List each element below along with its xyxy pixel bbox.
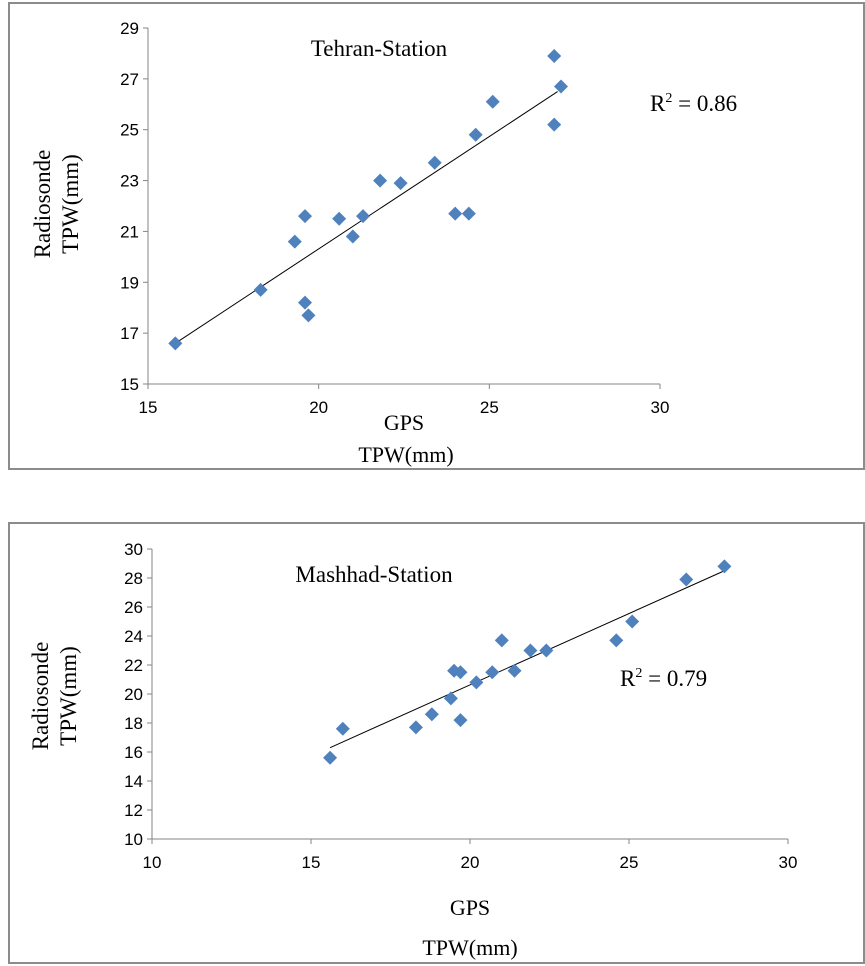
r2-superscript: 2 [665, 91, 672, 106]
r2-label: R [650, 91, 666, 116]
mashhad-data-point [424, 707, 439, 722]
mashhad-data-point [408, 720, 423, 735]
tehran-y-tick-label: 27 [120, 70, 139, 89]
mashhad-data-point [453, 665, 468, 680]
mashhad-x-tick-label: 10 [143, 853, 162, 872]
tehran-x-tick-label: 20 [309, 398, 328, 417]
mashhad-y-tick-label: 16 [124, 743, 143, 762]
tehran-x-tick-label: 25 [480, 398, 499, 417]
tehran-data-point [253, 282, 268, 297]
mashhad-trendline [329, 570, 725, 749]
tehran-y-tick-label: 19 [120, 273, 139, 292]
tehran-data-point [448, 206, 463, 221]
tehran-data-point [168, 336, 183, 351]
mashhad-y-tick-label: 18 [124, 714, 143, 733]
tehran-data-point [298, 209, 313, 224]
mashhad-r2-annotation: R2 = 0.79 [620, 666, 707, 691]
tehran-data-point [393, 176, 408, 191]
r2-label: R [620, 666, 636, 691]
mashhad-y-tick-label: 22 [124, 656, 143, 675]
tehran-data-point [485, 94, 500, 109]
r2-value: = 0.86 [672, 91, 737, 116]
tehran-data-point [356, 209, 371, 224]
tehran-data-point [373, 173, 388, 188]
mashhad-data-point [469, 675, 484, 690]
tehran-data-point [554, 79, 569, 94]
mashhad-chart-title: Mashhad-Station [295, 562, 453, 587]
mashhad-data-point [453, 713, 468, 728]
mashhad-scatter-chart: 10 12 14 16 18 20 22 24 26 28 30 10 15 20 25 30 Mashha… [28, 540, 798, 960]
tehran-y-tick-label: 21 [120, 222, 139, 241]
mashhad-data-point [679, 572, 694, 587]
tehran-data-point [301, 308, 316, 323]
tehran-data-point [298, 295, 313, 310]
mashhad-data-point [443, 691, 458, 706]
mashhad-y-axis-label-line1: Radiosonde [28, 642, 53, 751]
mashhad-y-tick-label: 26 [124, 598, 143, 617]
mashhad-chart-panel: 10 12 14 16 18 20 22 24 26 28 30 10 15 20 25 30 Mashha… [8, 522, 865, 964]
mashhad-x-axis-label-line2: TPW(mm) [422, 935, 517, 960]
mashhad-data-point [485, 665, 500, 680]
tehran-x-tick-label: 30 [651, 398, 670, 417]
tehran-scatter-chart: 15 17 19 21 23 25 27 29 15 20 25 30 Tehran-Station… [30, 19, 737, 467]
tehran-data-point [332, 211, 347, 226]
tehran-y-tick-label: 25 [120, 121, 139, 140]
tehran-y-tick-label: 23 [120, 172, 139, 191]
tehran-y-tick-label: 29 [120, 19, 139, 38]
mashhad-y-tick-label: 20 [124, 685, 143, 704]
tehran-y-tick-label: 15 [120, 375, 139, 394]
tehran-data-point [345, 229, 360, 244]
tehran-data-point [547, 117, 562, 132]
tehran-y-tick-label: 17 [120, 324, 139, 343]
tehran-r2-annotation: R2 = 0.86 [650, 91, 737, 116]
mashhad-data-point [523, 643, 538, 658]
mashhad-x-tick-label: 15 [302, 853, 321, 872]
tehran-x-tick-label: 15 [139, 398, 158, 417]
tehran-data-point [427, 155, 442, 170]
mashhad-data-point [323, 750, 338, 765]
mashhad-data-point [494, 633, 509, 648]
r2-superscript: 2 [635, 666, 642, 681]
mashhad-data-point [507, 663, 522, 678]
tehran-x-axis-label-line1: GPS [384, 410, 424, 435]
r2-value: = 0.79 [642, 666, 707, 691]
mashhad-y-tick-label: 10 [124, 830, 143, 849]
mashhad-y-tick-label: 14 [124, 772, 143, 791]
tehran-y-axis-label-line1: Radiosonde [30, 150, 55, 259]
tehran-data-point [468, 127, 483, 142]
mashhad-y-tick-label: 12 [124, 801, 143, 820]
mashhad-y-tick-label: 28 [124, 569, 143, 588]
tehran-chart-title: Tehran-Station [311, 36, 448, 61]
mashhad-data-point [625, 614, 640, 629]
tehran-data-point [547, 48, 562, 63]
mashhad-y-tick-label: 30 [124, 540, 143, 559]
tehran-x-axis-label-line2: TPW(mm) [358, 442, 453, 467]
mashhad-x-tick-label: 30 [779, 853, 798, 872]
mashhad-data-point [609, 633, 624, 648]
mashhad-data-point [335, 721, 350, 736]
mashhad-y-tick-label: 24 [124, 627, 143, 646]
mashhad-data-point [539, 643, 554, 658]
tehran-data-point [461, 206, 476, 221]
tehran-data-point [287, 234, 302, 249]
tehran-y-axis-label-line2: TPW(mm) [58, 154, 83, 254]
mashhad-x-axis-label-line1: GPS [450, 895, 490, 920]
mashhad-data-point [717, 559, 732, 574]
mashhad-y-axis-label-line2: TPW(mm) [56, 646, 81, 746]
mashhad-x-tick-label: 20 [461, 853, 480, 872]
tehran-chart-panel: 15 17 19 21 23 25 27 29 15 20 25 30 Tehran-Station… [8, 2, 865, 470]
mashhad-x-tick-label: 25 [620, 853, 639, 872]
